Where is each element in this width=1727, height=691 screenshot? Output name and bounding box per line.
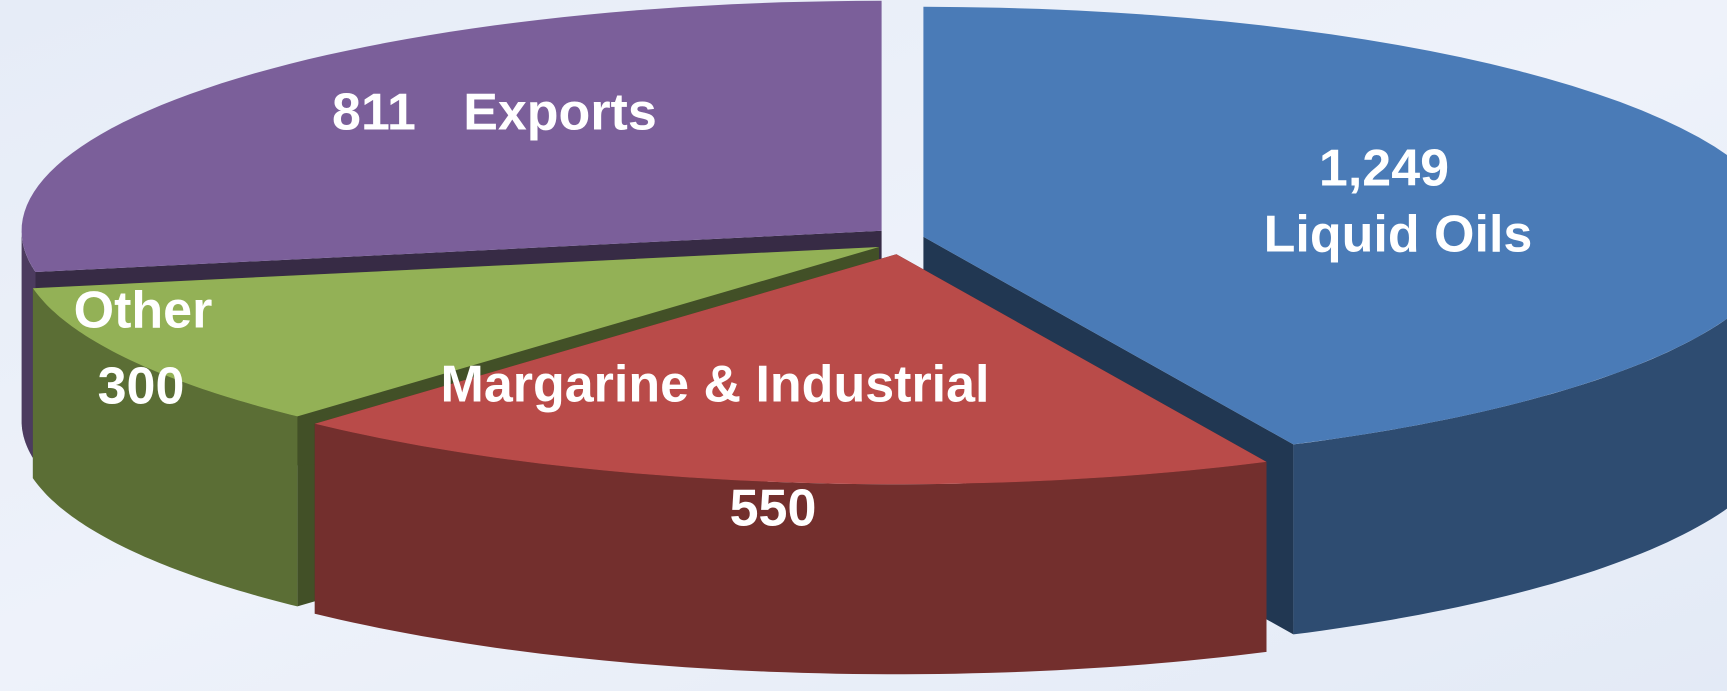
- slice-wall: [32, 288, 298, 607]
- slice: [32, 247, 879, 417]
- slice: [21, 0, 882, 273]
- category-label: Other: [74, 282, 213, 340]
- slice-wall: [21, 230, 36, 462]
- value-label: 1,249: [1319, 140, 1449, 198]
- slice: [314, 254, 1267, 485]
- category-label: Liquid Oils: [1264, 206, 1533, 264]
- slice: [923, 6, 1727, 445]
- value-label: 300: [98, 358, 185, 416]
- value-label: 811: [332, 84, 416, 142]
- slice-wall: [314, 423, 1267, 675]
- category-label: Exports: [463, 84, 657, 142]
- value-label: 550: [730, 480, 817, 538]
- category-label: Margarine & Industrial: [441, 356, 990, 414]
- slice-wall: [1293, 318, 1727, 635]
